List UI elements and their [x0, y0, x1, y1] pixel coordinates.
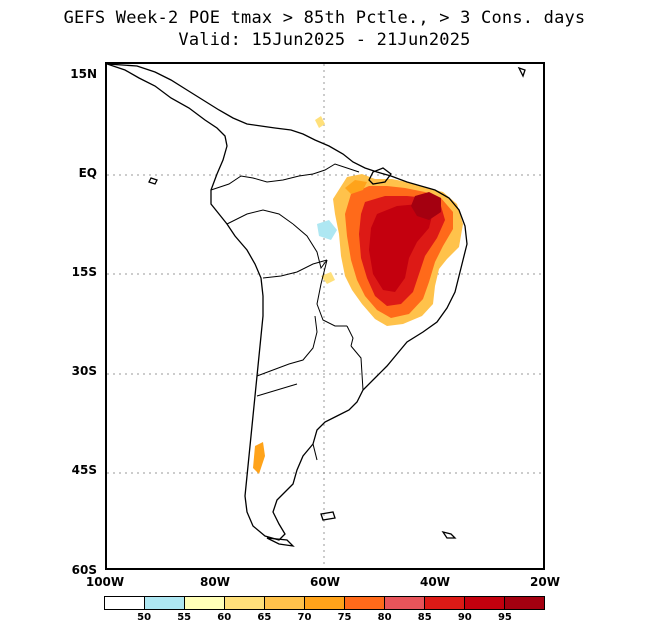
lon-label-100w: 100W — [85, 575, 125, 589]
legend-swatch — [225, 597, 265, 609]
legend-swatch — [385, 597, 425, 609]
map-frame — [105, 62, 545, 570]
lat-label-eq: EQ — [78, 166, 97, 180]
lat-label-45s: 45S — [71, 463, 97, 477]
lat-label-15n: 15N — [70, 67, 97, 81]
legend-label: 95 — [497, 612, 512, 623]
legend-label: 50 — [137, 612, 152, 623]
lon-label-20w: 20W — [530, 575, 560, 589]
legend-swatch — [145, 597, 185, 609]
lon-label-80w: 80W — [200, 575, 230, 589]
lat-label-30s: 30S — [71, 364, 97, 378]
map-title: GEFS Week-2 POE tmax > 85th Pctle., > 3 … — [63, 8, 586, 28]
coastline — [107, 64, 526, 547]
lat-label-15s: 15S — [71, 265, 97, 279]
legend-swatch — [105, 597, 145, 609]
legend-label: 65 — [257, 612, 272, 623]
legend-swatch — [265, 597, 305, 609]
map-canvas — [107, 64, 543, 568]
lat-label-60s: 60S — [71, 563, 97, 577]
legend-labels: 50 55 60 65 70 75 80 85 90 95 — [104, 612, 545, 626]
legend-swatch — [345, 597, 385, 609]
legend-label: 85 — [417, 612, 432, 623]
legend-label: 75 — [337, 612, 352, 623]
map-valid-dates: Valid: 15Jun2025 - 21Jun2025 — [178, 30, 471, 50]
color-legend — [104, 596, 545, 610]
legend-label: 60 — [217, 612, 232, 623]
legend-swatch — [185, 597, 225, 609]
lon-label-60w: 60W — [310, 575, 340, 589]
lon-label-40w: 40W — [420, 575, 450, 589]
legend-swatch — [305, 597, 345, 609]
legend-swatch — [505, 597, 544, 609]
legend-label: 70 — [297, 612, 312, 623]
probability-shading — [253, 116, 463, 474]
legend-swatch — [425, 597, 465, 609]
gridlines — [107, 64, 543, 568]
legend-label: 80 — [377, 612, 392, 623]
legend-swatch — [465, 597, 505, 609]
legend-label: 90 — [457, 612, 472, 623]
legend-label: 55 — [177, 612, 192, 623]
